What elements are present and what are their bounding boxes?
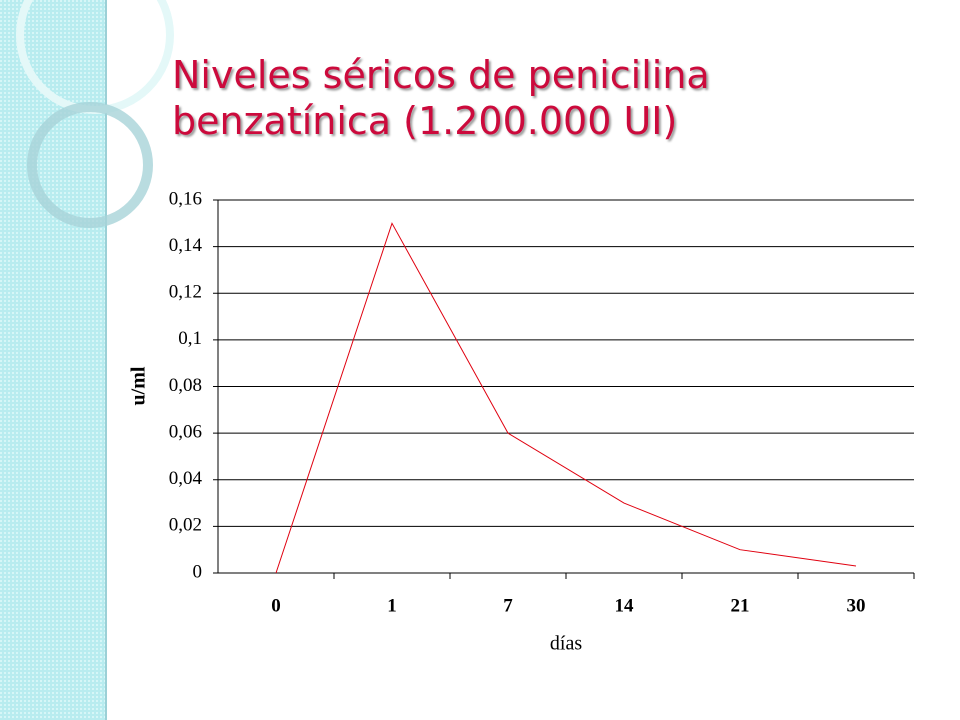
x-tick-label: 1 xyxy=(387,595,397,616)
y-tick-label: 0,16 xyxy=(169,188,202,209)
y-tick-label: 0,02 xyxy=(169,515,202,536)
x-tick-label: 0 xyxy=(271,595,281,616)
data-line xyxy=(275,222,857,574)
y-tick-label: 0,1 xyxy=(178,328,202,349)
y-tick-label: 0,04 xyxy=(169,468,203,489)
y-tick-label: 0 xyxy=(193,561,203,582)
x-axis-label: días xyxy=(550,633,582,655)
y-axis-label: u/ml xyxy=(128,366,150,405)
y-tick-label: 0,14 xyxy=(169,235,203,256)
x-tick-label: 21 xyxy=(731,595,750,616)
y-tick-label: 0,06 xyxy=(169,421,202,442)
title: Niveles séricos de penicilina benzatínic… xyxy=(172,53,710,143)
x-tick-label: 7 xyxy=(503,595,513,616)
y-tick-label: 0,08 xyxy=(169,375,202,396)
y-tick-label: 0,12 xyxy=(169,282,202,303)
x-tick-label: 30 xyxy=(847,595,866,616)
x-tick-label: 14 xyxy=(615,595,635,616)
deco-circle xyxy=(27,102,153,228)
